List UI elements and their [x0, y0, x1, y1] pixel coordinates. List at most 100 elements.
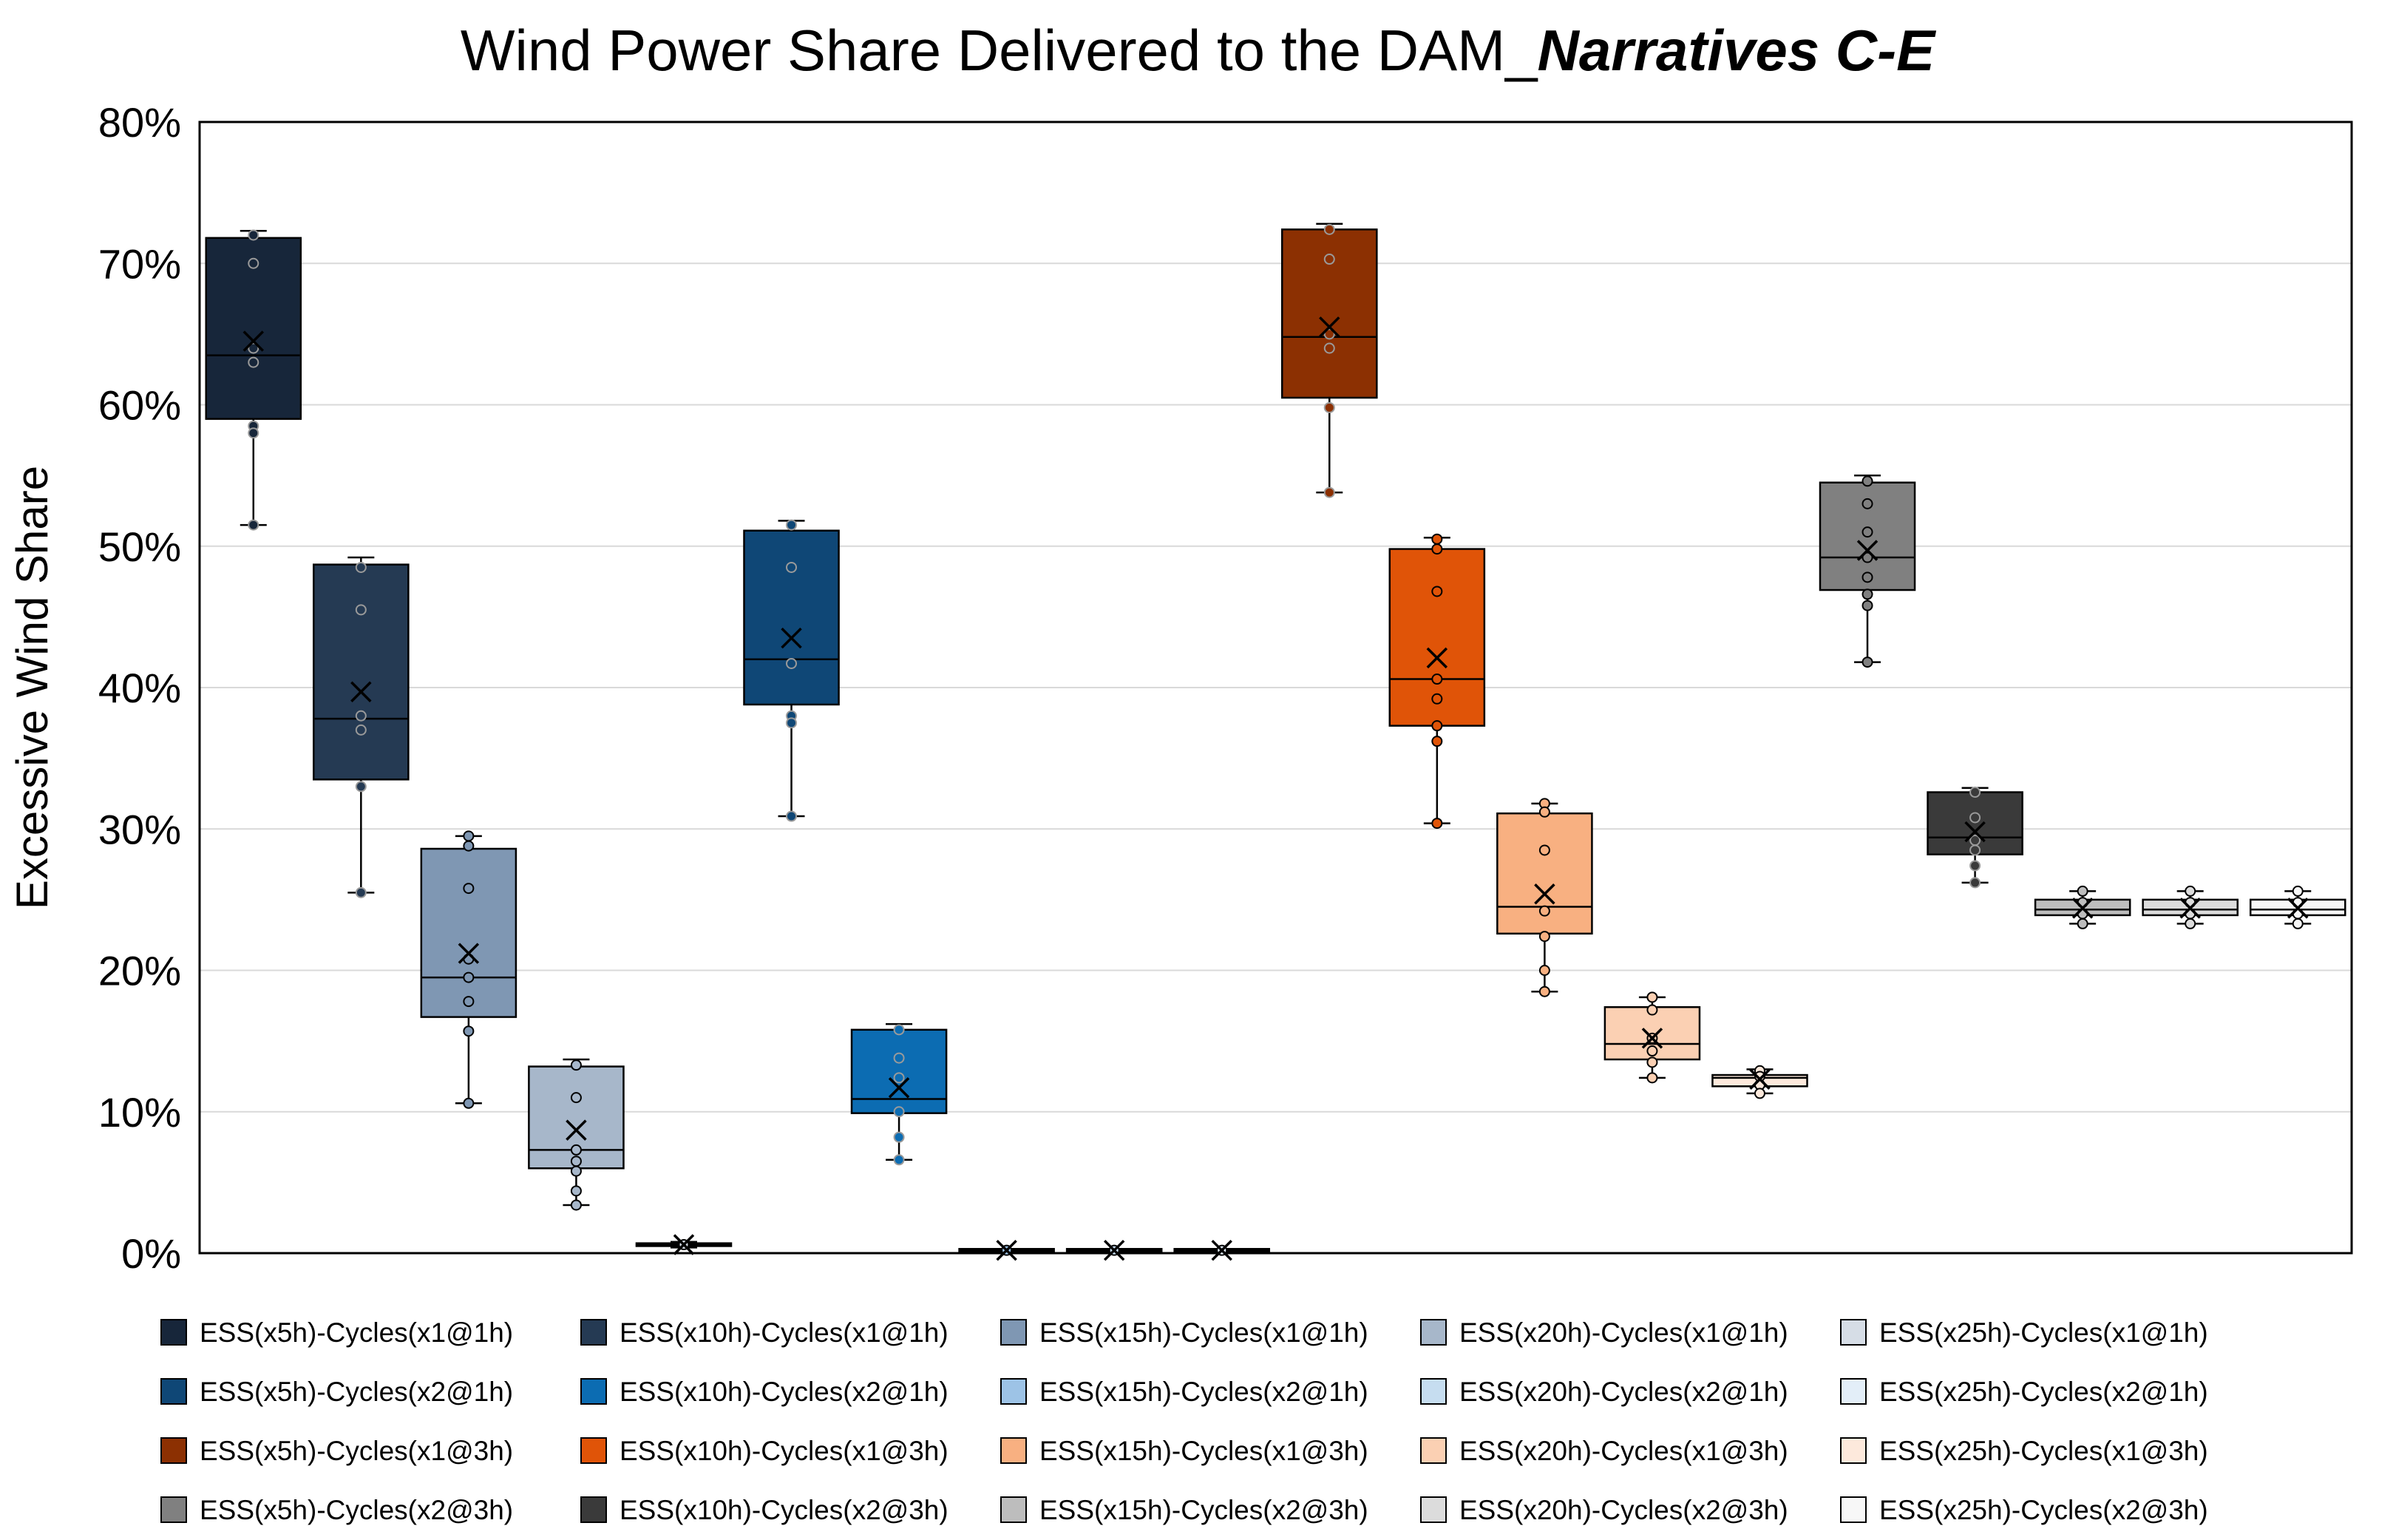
- legend-label: ESS(x5h)-Cycles(x1@1h): [200, 1317, 513, 1348]
- data-point: [1862, 498, 1873, 509]
- legend-item: ESS(x15h)-Cycles(x2@3h): [1000, 1495, 1368, 1525]
- y-tick-label: 0%: [121, 1230, 181, 1277]
- data-point: [1862, 600, 1873, 611]
- mean-marker: [673, 1234, 695, 1255]
- data-point: [1969, 877, 1981, 889]
- plot-area-frame: [198, 121, 2353, 1255]
- legend-swatch: [580, 1437, 607, 1464]
- legend-swatch: [160, 1319, 187, 1346]
- mean-marker: [1749, 1068, 1771, 1090]
- mean-marker: [2287, 898, 2309, 919]
- data-point: [2077, 917, 2088, 929]
- box-series: [1388, 533, 1486, 830]
- legend-swatch: [1840, 1496, 1867, 1523]
- data-point: [893, 1024, 905, 1036]
- data-point: [1646, 1004, 1658, 1016]
- box-iqr: [420, 847, 517, 1018]
- box-series: [1819, 474, 1916, 668]
- mean-marker: [1964, 821, 1986, 843]
- box-series: [420, 830, 517, 1109]
- legend-label: ESS(x20h)-Cycles(x1@3h): [1459, 1436, 1788, 1466]
- legend-swatch: [1420, 1496, 1447, 1523]
- legend-label: ESS(x10h)-Cycles(x1@1h): [620, 1317, 948, 1348]
- legend-label: ESS(x5h)-Cycles(x1@3h): [200, 1436, 513, 1466]
- data-point: [1323, 342, 1335, 354]
- legend-swatch: [1000, 1378, 1027, 1405]
- box-series: [1711, 1065, 1808, 1099]
- legend-swatch: [1420, 1437, 1447, 1464]
- y-tick-label: 10%: [98, 1089, 181, 1136]
- legend-label: ESS(x15h)-Cycles(x1@1h): [1039, 1317, 1368, 1348]
- data-point: [2292, 917, 2304, 929]
- legend-swatch: [1840, 1437, 1867, 1464]
- data-point: [786, 519, 798, 531]
- data-point: [355, 724, 367, 736]
- mean-marker: [1426, 647, 1448, 669]
- legend-label: ESS(x15h)-Cycles(x2@3h): [1039, 1495, 1368, 1525]
- legend-swatch: [1840, 1319, 1867, 1346]
- data-point: [248, 427, 259, 439]
- mean-marker: [888, 1077, 910, 1099]
- data-point: [1969, 812, 1981, 824]
- legend-label: ESS(x25h)-Cycles(x1@1h): [1879, 1317, 2208, 1348]
- data-point: [570, 1165, 582, 1177]
- box-series: [635, 1234, 733, 1255]
- legend-label: ESS(x20h)-Cycles(x1@1h): [1459, 1317, 1788, 1348]
- chart-title-emphasis: Narratives C-E: [1538, 18, 1937, 83]
- box-series: [528, 1058, 625, 1211]
- legend-swatch: [1840, 1378, 1867, 1405]
- legend-item: ESS(x10h)-Cycles(x1@3h): [580, 1436, 948, 1466]
- legend-label: ESS(x10h)-Cycles(x1@3h): [620, 1436, 948, 1466]
- data-point: [570, 1059, 582, 1071]
- legend-label: ESS(x25h)-Cycles(x2@1h): [1879, 1377, 2208, 1407]
- data-point: [1862, 552, 1873, 563]
- data-point: [1646, 1056, 1658, 1068]
- data-point: [1431, 693, 1443, 705]
- box-series: [205, 229, 302, 531]
- mean-marker: [2179, 898, 2201, 919]
- data-point: [1969, 844, 1981, 856]
- data-point: [786, 657, 798, 669]
- mean-marker: [1103, 1239, 1125, 1261]
- legend-swatch: [160, 1378, 187, 1405]
- y-tick-label: 50%: [98, 523, 181, 570]
- data-point: [1323, 486, 1335, 498]
- legend-swatch: [580, 1496, 607, 1523]
- data-point: [355, 710, 367, 722]
- data-point: [1646, 991, 1658, 1003]
- data-point: [2185, 917, 2196, 929]
- data-point: [248, 229, 259, 241]
- mean-marker: [1211, 1239, 1232, 1261]
- legend-label: ESS(x10h)-Cycles(x2@3h): [620, 1495, 948, 1525]
- data-point: [1538, 931, 1550, 943]
- data-point: [1431, 674, 1443, 685]
- legend-label: ESS(x15h)-Cycles(x2@1h): [1039, 1377, 1368, 1407]
- gridlines: [200, 262, 2352, 1113]
- legend-item: ESS(x10h)-Cycles(x2@3h): [580, 1495, 948, 1525]
- chart-title-main: Wind Power Share Delivered to the DAM_: [461, 18, 1538, 83]
- mean-marker: [781, 627, 802, 649]
- data-point: [786, 717, 798, 729]
- legend-item: ESS(x25h)-Cycles(x1@1h): [1840, 1317, 2208, 1348]
- mean-marker: [1641, 1028, 1663, 1049]
- legend-item: ESS(x15h)-Cycles(x1@1h): [1000, 1317, 1368, 1348]
- legend-item: ESS(x5h)-Cycles(x2@1h): [160, 1377, 513, 1407]
- data-point: [570, 1144, 582, 1156]
- legend-item: ESS(x25h)-Cycles(x2@1h): [1840, 1377, 2208, 1407]
- data-point: [355, 886, 367, 898]
- y-tick-label: 30%: [98, 806, 181, 852]
- box-iqr: [743, 529, 840, 706]
- data-point: [463, 830, 475, 842]
- data-point: [570, 1092, 582, 1104]
- box-series: [850, 1022, 948, 1166]
- box-series: [1173, 1239, 1271, 1261]
- data-point: [355, 781, 367, 793]
- chart-title: Wind Power Share Delivered to the DAM_Na…: [461, 18, 1936, 83]
- data-point: [463, 1025, 475, 1037]
- legend-item: ESS(x20h)-Cycles(x1@3h): [1420, 1436, 1788, 1466]
- data-point: [1323, 328, 1335, 340]
- box-iqr: [313, 563, 410, 781]
- y-tick-label: 70%: [98, 240, 181, 287]
- legend-label: ESS(x5h)-Cycles(x2@3h): [200, 1495, 513, 1525]
- legend-label: ESS(x15h)-Cycles(x1@3h): [1039, 1436, 1368, 1466]
